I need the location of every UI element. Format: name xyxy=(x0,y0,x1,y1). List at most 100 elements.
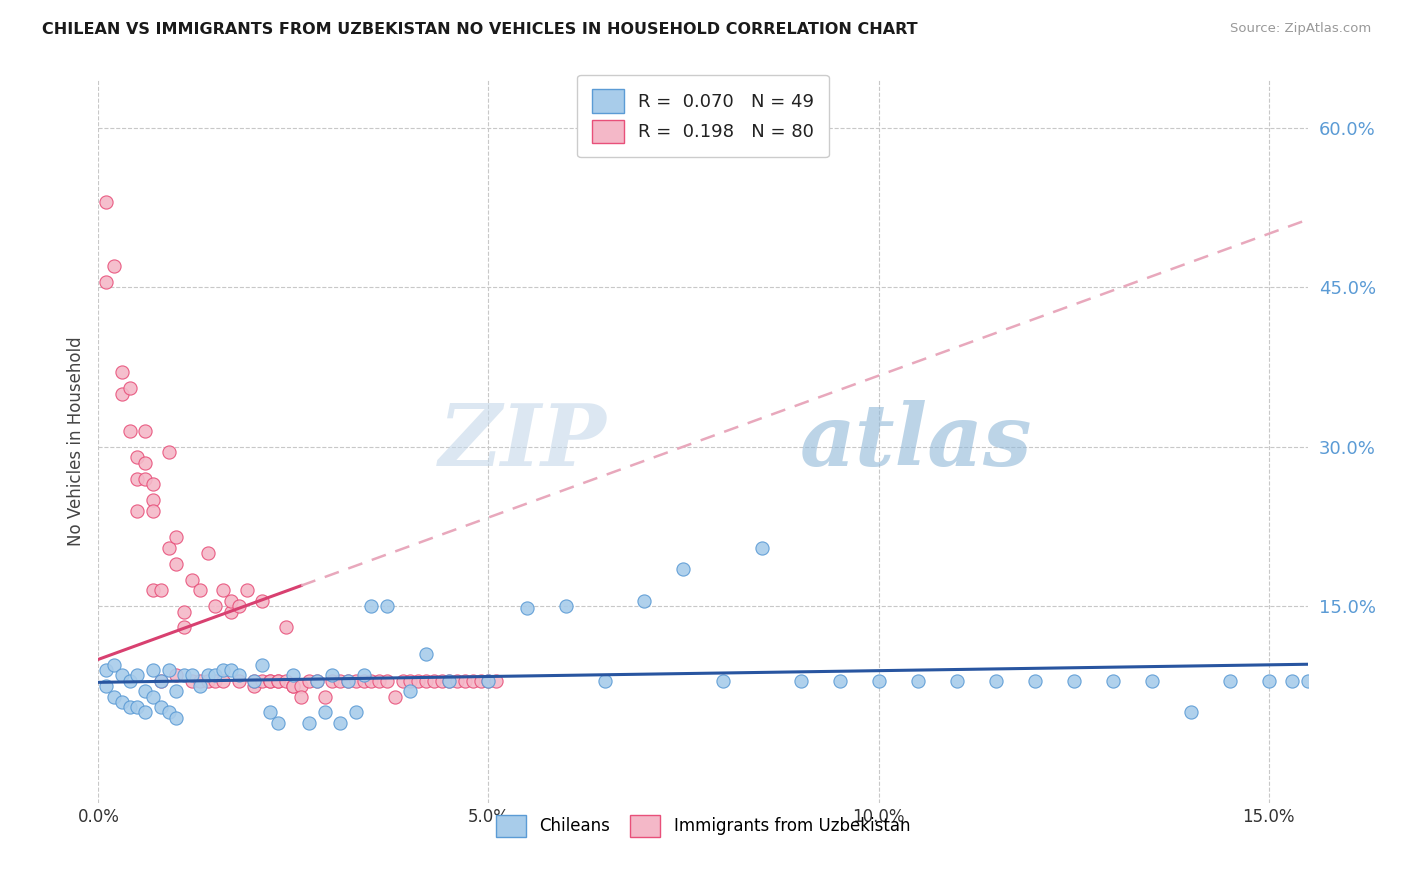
Point xyxy=(259,706,281,720)
Point xyxy=(446,673,468,688)
Point xyxy=(344,673,367,688)
Point xyxy=(149,673,172,688)
Point xyxy=(945,673,967,688)
Point xyxy=(157,541,180,555)
Point xyxy=(157,445,180,459)
Point xyxy=(127,503,149,517)
Point xyxy=(173,620,195,634)
Point xyxy=(142,477,165,491)
Point xyxy=(219,663,242,677)
Point xyxy=(1024,673,1046,688)
Point xyxy=(360,673,382,688)
Point xyxy=(1219,673,1241,688)
Point xyxy=(96,663,118,677)
Point xyxy=(228,668,250,682)
Point xyxy=(984,673,1007,688)
Point xyxy=(259,673,281,688)
Point xyxy=(165,711,187,725)
Point xyxy=(1063,673,1085,688)
Point xyxy=(134,456,156,470)
Point xyxy=(212,663,235,677)
Point xyxy=(555,599,578,614)
Point xyxy=(149,700,172,714)
Point xyxy=(314,690,336,704)
Point xyxy=(368,673,391,688)
Point xyxy=(127,700,149,714)
Point xyxy=(118,424,141,438)
Point xyxy=(274,673,297,688)
Point xyxy=(149,583,172,598)
Point xyxy=(127,668,149,682)
Point xyxy=(181,668,204,682)
Point xyxy=(243,673,266,688)
Point xyxy=(188,679,211,693)
Point xyxy=(118,381,141,395)
Point xyxy=(235,583,257,598)
Point xyxy=(329,673,352,688)
Point xyxy=(252,673,274,688)
Point xyxy=(283,679,305,693)
Point xyxy=(360,599,382,614)
Point xyxy=(165,684,187,698)
Point xyxy=(228,673,250,688)
Point xyxy=(142,663,165,677)
Point xyxy=(298,716,321,731)
Point xyxy=(111,668,134,682)
Point xyxy=(134,706,156,720)
Point xyxy=(321,668,343,682)
Point xyxy=(212,673,235,688)
Point xyxy=(243,673,266,688)
Point xyxy=(212,583,235,598)
Point xyxy=(204,673,226,688)
Point xyxy=(633,594,655,608)
Point xyxy=(439,673,461,688)
Point xyxy=(789,673,811,688)
Point xyxy=(298,673,321,688)
Point xyxy=(165,668,187,682)
Point xyxy=(828,673,851,688)
Point xyxy=(375,673,398,688)
Point xyxy=(204,599,226,614)
Point xyxy=(149,673,172,688)
Point xyxy=(111,386,134,401)
Point xyxy=(1140,673,1163,688)
Point xyxy=(430,673,453,688)
Point xyxy=(711,673,734,688)
Point xyxy=(274,620,297,634)
Point xyxy=(173,605,195,619)
Point xyxy=(219,594,242,608)
Point xyxy=(197,668,219,682)
Point xyxy=(165,530,187,544)
Point xyxy=(399,673,422,688)
Point xyxy=(127,472,149,486)
Point xyxy=(477,673,499,688)
Y-axis label: No Vehicles in Household: No Vehicles in Household xyxy=(66,336,84,547)
Point xyxy=(252,657,274,672)
Point xyxy=(461,673,484,688)
Point xyxy=(337,673,360,688)
Text: Source: ZipAtlas.com: Source: ZipAtlas.com xyxy=(1230,22,1371,36)
Point xyxy=(103,690,125,704)
Point xyxy=(485,673,508,688)
Point xyxy=(1296,673,1319,688)
Point xyxy=(267,673,290,688)
Point xyxy=(197,673,219,688)
Point xyxy=(384,690,406,704)
Point xyxy=(96,679,118,693)
Point xyxy=(142,493,165,508)
Point xyxy=(127,450,149,465)
Point xyxy=(470,673,492,688)
Point xyxy=(907,673,929,688)
Point xyxy=(111,695,134,709)
Point xyxy=(188,673,211,688)
Point xyxy=(118,673,141,688)
Point xyxy=(111,366,134,380)
Point xyxy=(868,673,890,688)
Point xyxy=(406,673,429,688)
Text: CHILEAN VS IMMIGRANTS FROM UZBEKISTAN NO VEHICLES IN HOUSEHOLD CORRELATION CHART: CHILEAN VS IMMIGRANTS FROM UZBEKISTAN NO… xyxy=(42,22,918,37)
Point xyxy=(181,573,204,587)
Legend: Chileans, Immigrants from Uzbekistan: Chileans, Immigrants from Uzbekistan xyxy=(488,807,918,845)
Point xyxy=(305,673,328,688)
Point xyxy=(1180,706,1202,720)
Point xyxy=(118,700,141,714)
